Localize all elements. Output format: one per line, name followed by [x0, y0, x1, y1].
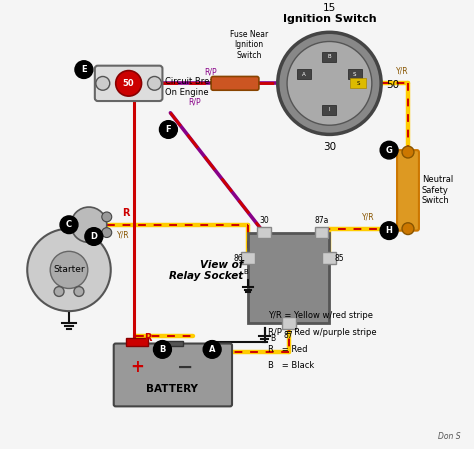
Bar	[315, 227, 328, 238]
Circle shape	[85, 228, 103, 245]
Text: Don S: Don S	[438, 432, 461, 441]
Text: B: B	[159, 345, 165, 354]
Circle shape	[50, 251, 88, 288]
Text: Neutral
Safety
Switch: Neutral Safety Switch	[422, 176, 453, 205]
Circle shape	[380, 222, 398, 239]
Circle shape	[60, 216, 78, 233]
Text: Starter: Starter	[53, 265, 85, 274]
Text: Ignition Switch: Ignition Switch	[283, 14, 376, 24]
Bar	[165, 341, 183, 345]
Text: Circuit Breaker
On Engine: Circuit Breaker On Engine	[165, 78, 228, 97]
Text: 30: 30	[259, 216, 269, 225]
Text: A: A	[209, 345, 215, 354]
Text: Y/R: Y/R	[117, 230, 129, 239]
Text: R/P: R/P	[188, 98, 201, 107]
Circle shape	[27, 229, 111, 311]
Bar	[322, 252, 337, 264]
Circle shape	[71, 207, 107, 242]
Text: G: G	[386, 145, 392, 154]
Bar	[322, 52, 337, 62]
Text: 87: 87	[284, 331, 293, 340]
Text: −: −	[177, 357, 193, 377]
Circle shape	[75, 61, 93, 79]
Circle shape	[54, 286, 64, 296]
Circle shape	[380, 141, 398, 159]
Bar	[297, 69, 311, 79]
Text: Y/R = Yellow w/red stripe: Y/R = Yellow w/red stripe	[268, 311, 373, 320]
Circle shape	[402, 223, 414, 234]
Text: A: A	[302, 72, 306, 77]
Text: H: H	[386, 226, 392, 235]
Bar	[248, 233, 329, 323]
Text: F: F	[165, 125, 171, 134]
Text: R: R	[144, 333, 151, 343]
Bar	[241, 252, 255, 264]
FancyBboxPatch shape	[211, 76, 259, 90]
FancyBboxPatch shape	[95, 66, 163, 101]
FancyBboxPatch shape	[397, 150, 419, 231]
Text: 85: 85	[335, 254, 344, 263]
Text: B   = Black: B = Black	[268, 361, 314, 370]
Text: BATTERY: BATTERY	[146, 384, 198, 394]
Bar	[350, 79, 366, 88]
Bar	[126, 338, 147, 345]
Text: R   = Red: R = Red	[268, 344, 307, 353]
Text: R: R	[122, 208, 129, 218]
Text: E: E	[81, 65, 87, 74]
Circle shape	[287, 41, 372, 125]
Text: Y/R: Y/R	[396, 66, 408, 75]
Text: +: +	[131, 358, 145, 376]
Text: 86: 86	[233, 254, 243, 263]
Bar	[257, 227, 271, 238]
Text: 87a: 87a	[314, 216, 328, 225]
FancyBboxPatch shape	[114, 343, 232, 406]
Text: Fuse Near
Ignition
Switch: Fuse Near Ignition Switch	[230, 30, 268, 60]
Circle shape	[102, 212, 112, 222]
Text: 30: 30	[323, 142, 336, 152]
Circle shape	[278, 32, 381, 134]
Circle shape	[116, 70, 142, 96]
Circle shape	[147, 76, 162, 90]
Text: C: C	[66, 220, 72, 229]
Circle shape	[159, 121, 177, 138]
Text: B: B	[243, 269, 248, 275]
Text: B: B	[270, 334, 275, 343]
Text: 50: 50	[123, 79, 135, 88]
Text: S: S	[353, 72, 356, 77]
Text: Y/R: Y/R	[362, 213, 374, 222]
Circle shape	[154, 341, 172, 358]
Bar	[322, 105, 337, 115]
Circle shape	[402, 146, 414, 158]
Text: S: S	[356, 81, 360, 86]
Circle shape	[102, 228, 112, 238]
Text: 15: 15	[323, 3, 336, 13]
Text: B: B	[328, 54, 331, 59]
Text: 50: 50	[386, 80, 399, 90]
Bar	[282, 317, 296, 329]
Text: R/P: R/P	[204, 67, 217, 76]
Circle shape	[74, 286, 84, 296]
Text: View of
Relay Socket: View of Relay Socket	[169, 260, 243, 282]
Text: I: I	[328, 107, 330, 112]
Text: R/P = Red w/purple stripe: R/P = Red w/purple stripe	[268, 328, 376, 337]
Text: D: D	[91, 232, 97, 241]
Bar	[348, 69, 362, 79]
Circle shape	[203, 341, 221, 358]
Circle shape	[96, 76, 110, 90]
